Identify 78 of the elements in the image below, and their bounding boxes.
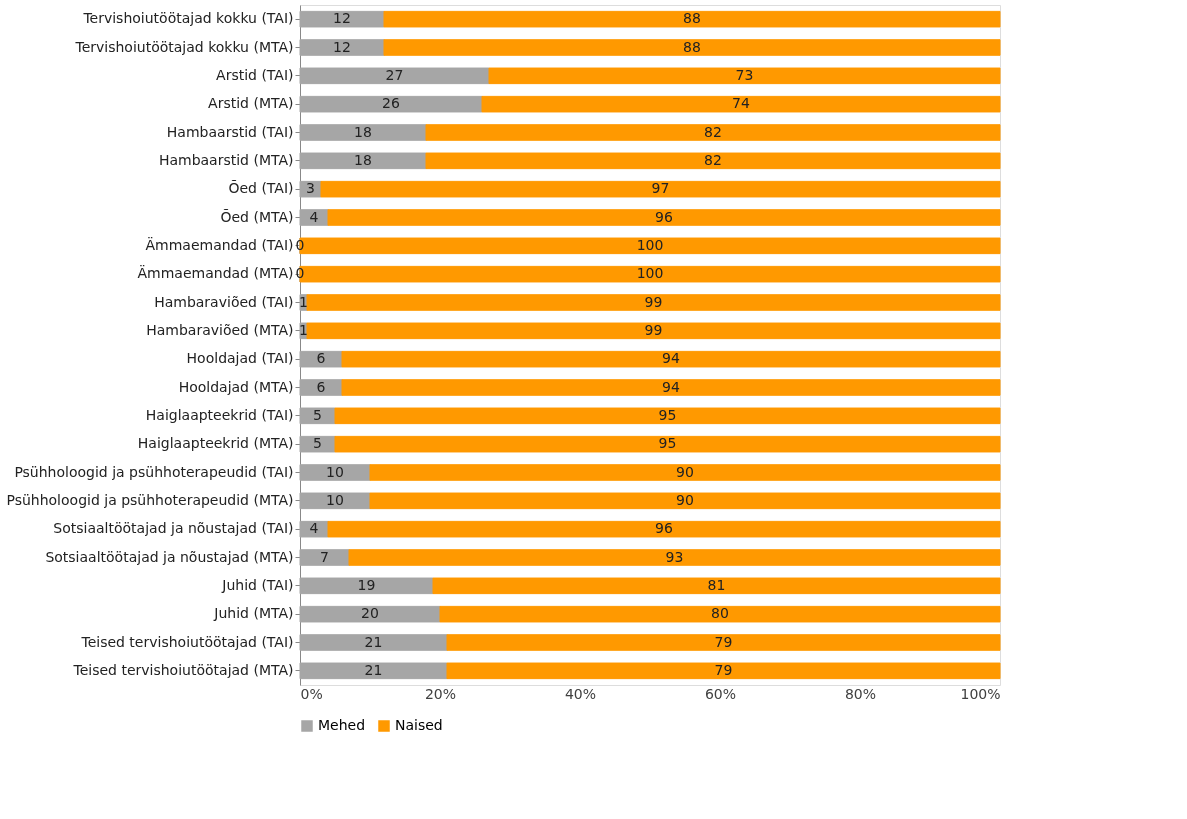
y-tick-label: Psühholoogid ja psühhoterapeudid (TAI)	[14, 463, 294, 480]
y-tick-label: Hooldajad (TAI)	[186, 350, 294, 367]
data-label: 93	[665, 548, 684, 565]
x-tick-label: 100%	[960, 685, 1001, 702]
data-label: 88	[683, 38, 701, 55]
y-tick-label: Teised tervishoiutöötajad (MTA)	[72, 661, 294, 678]
data-label: 99	[644, 321, 663, 338]
data-label: 96	[655, 520, 673, 537]
data-label: 20	[361, 605, 379, 622]
y-tick-label: Juhid (TAI)	[221, 576, 294, 593]
data-label: 73	[735, 66, 754, 83]
data-label: 99	[644, 293, 663, 310]
y-tick-label: Hambaarstid (MTA)	[158, 151, 294, 168]
data-label: 100	[636, 236, 664, 253]
y-tick-label: Õed (TAI)	[228, 180, 294, 197]
x-tick-label: 40%	[564, 685, 597, 702]
data-label: 10	[326, 491, 344, 508]
y-tick-label: Haiglaapteekrid (MTA)	[137, 435, 294, 452]
data-label: 27	[385, 66, 404, 83]
data-label: 82	[704, 151, 722, 168]
y-tick-label: Haiglaapteekrid (TAI)	[145, 406, 294, 423]
data-label: 18	[354, 123, 372, 140]
y-tick-label: Õed (MTA)	[220, 208, 294, 225]
data-label: 90	[676, 463, 694, 480]
data-label: 3	[306, 180, 315, 197]
y-tick-label: Hambaarstid (TAI)	[166, 123, 294, 140]
data-label: 4	[309, 520, 319, 537]
x-tick-label: 80%	[844, 685, 877, 702]
data-label: 94	[662, 378, 680, 395]
data-label: 12	[333, 38, 351, 55]
y-tick-label: Hooldajad (MTA)	[178, 378, 294, 395]
data-label: 7	[320, 548, 329, 565]
data-label: 95	[658, 435, 677, 452]
data-label: 6	[316, 350, 326, 367]
x-tick-label: 20%	[424, 685, 457, 702]
y-tick-label: Tervishoiutöötajad kokku (MTA)	[74, 38, 294, 55]
data-label: 79	[714, 633, 733, 650]
data-label: 5	[313, 435, 322, 452]
y-tick-label: Arstid (TAI)	[216, 66, 294, 83]
data-label: 4	[309, 208, 319, 225]
data-label: 81	[707, 576, 726, 593]
y-tick-label: Hambaraviõed (TAI)	[154, 293, 294, 310]
data-label: 80	[711, 605, 729, 622]
legend-label: Mehed	[318, 717, 366, 733]
data-label: 12	[333, 10, 351, 27]
data-label: 18	[354, 151, 372, 168]
y-tick-label: Arstid (MTA)	[208, 95, 294, 112]
data-label: 21	[364, 633, 383, 650]
x-tick-label: 60%	[704, 685, 737, 702]
y-tick-label: Sotsiaaltöötajad ja nõustajad (TAI)	[53, 520, 294, 537]
y-tick-label: Hambaraviõed (MTA)	[146, 321, 294, 338]
data-label: 0	[295, 265, 305, 282]
data-label: 26	[382, 95, 400, 112]
data-label: 82	[704, 123, 722, 140]
y-tick-label: Juhid (MTA)	[213, 605, 294, 622]
y-tick-label: Teised tervishoiutöötajad (TAI)	[80, 633, 294, 650]
data-label: 90	[676, 491, 694, 508]
x-tick-label: 0%	[300, 685, 323, 702]
data-label: 6	[316, 378, 326, 395]
data-label: 88	[683, 10, 701, 27]
data-label: 0	[295, 236, 305, 253]
data-label: 95	[658, 406, 677, 423]
y-tick-label: Ämmaemandad (TAI)	[145, 235, 294, 253]
y-tick-label: Psühholoogid ja psühhoterapeudid (MTA)	[6, 491, 294, 508]
legend-label: Naised	[395, 717, 443, 733]
data-label: 19	[357, 576, 376, 593]
data-label: 79	[714, 661, 733, 678]
data-label: 10	[326, 463, 344, 480]
y-tick-label: Tervishoiutöötajad kokku (TAI)	[82, 10, 294, 27]
data-label: 74	[732, 95, 750, 112]
data-label: 94	[662, 350, 680, 367]
y-tick-label: Ämmaemandad (MTA)	[137, 264, 294, 282]
data-label: 21	[364, 661, 383, 678]
data-label: 5	[313, 406, 322, 423]
data-label: 100	[636, 265, 664, 282]
data-label: 96	[655, 208, 673, 225]
y-tick-label: Sotsiaaltöötajad ja nõustajad (MTA)	[45, 548, 294, 565]
data-label: 97	[651, 180, 670, 197]
